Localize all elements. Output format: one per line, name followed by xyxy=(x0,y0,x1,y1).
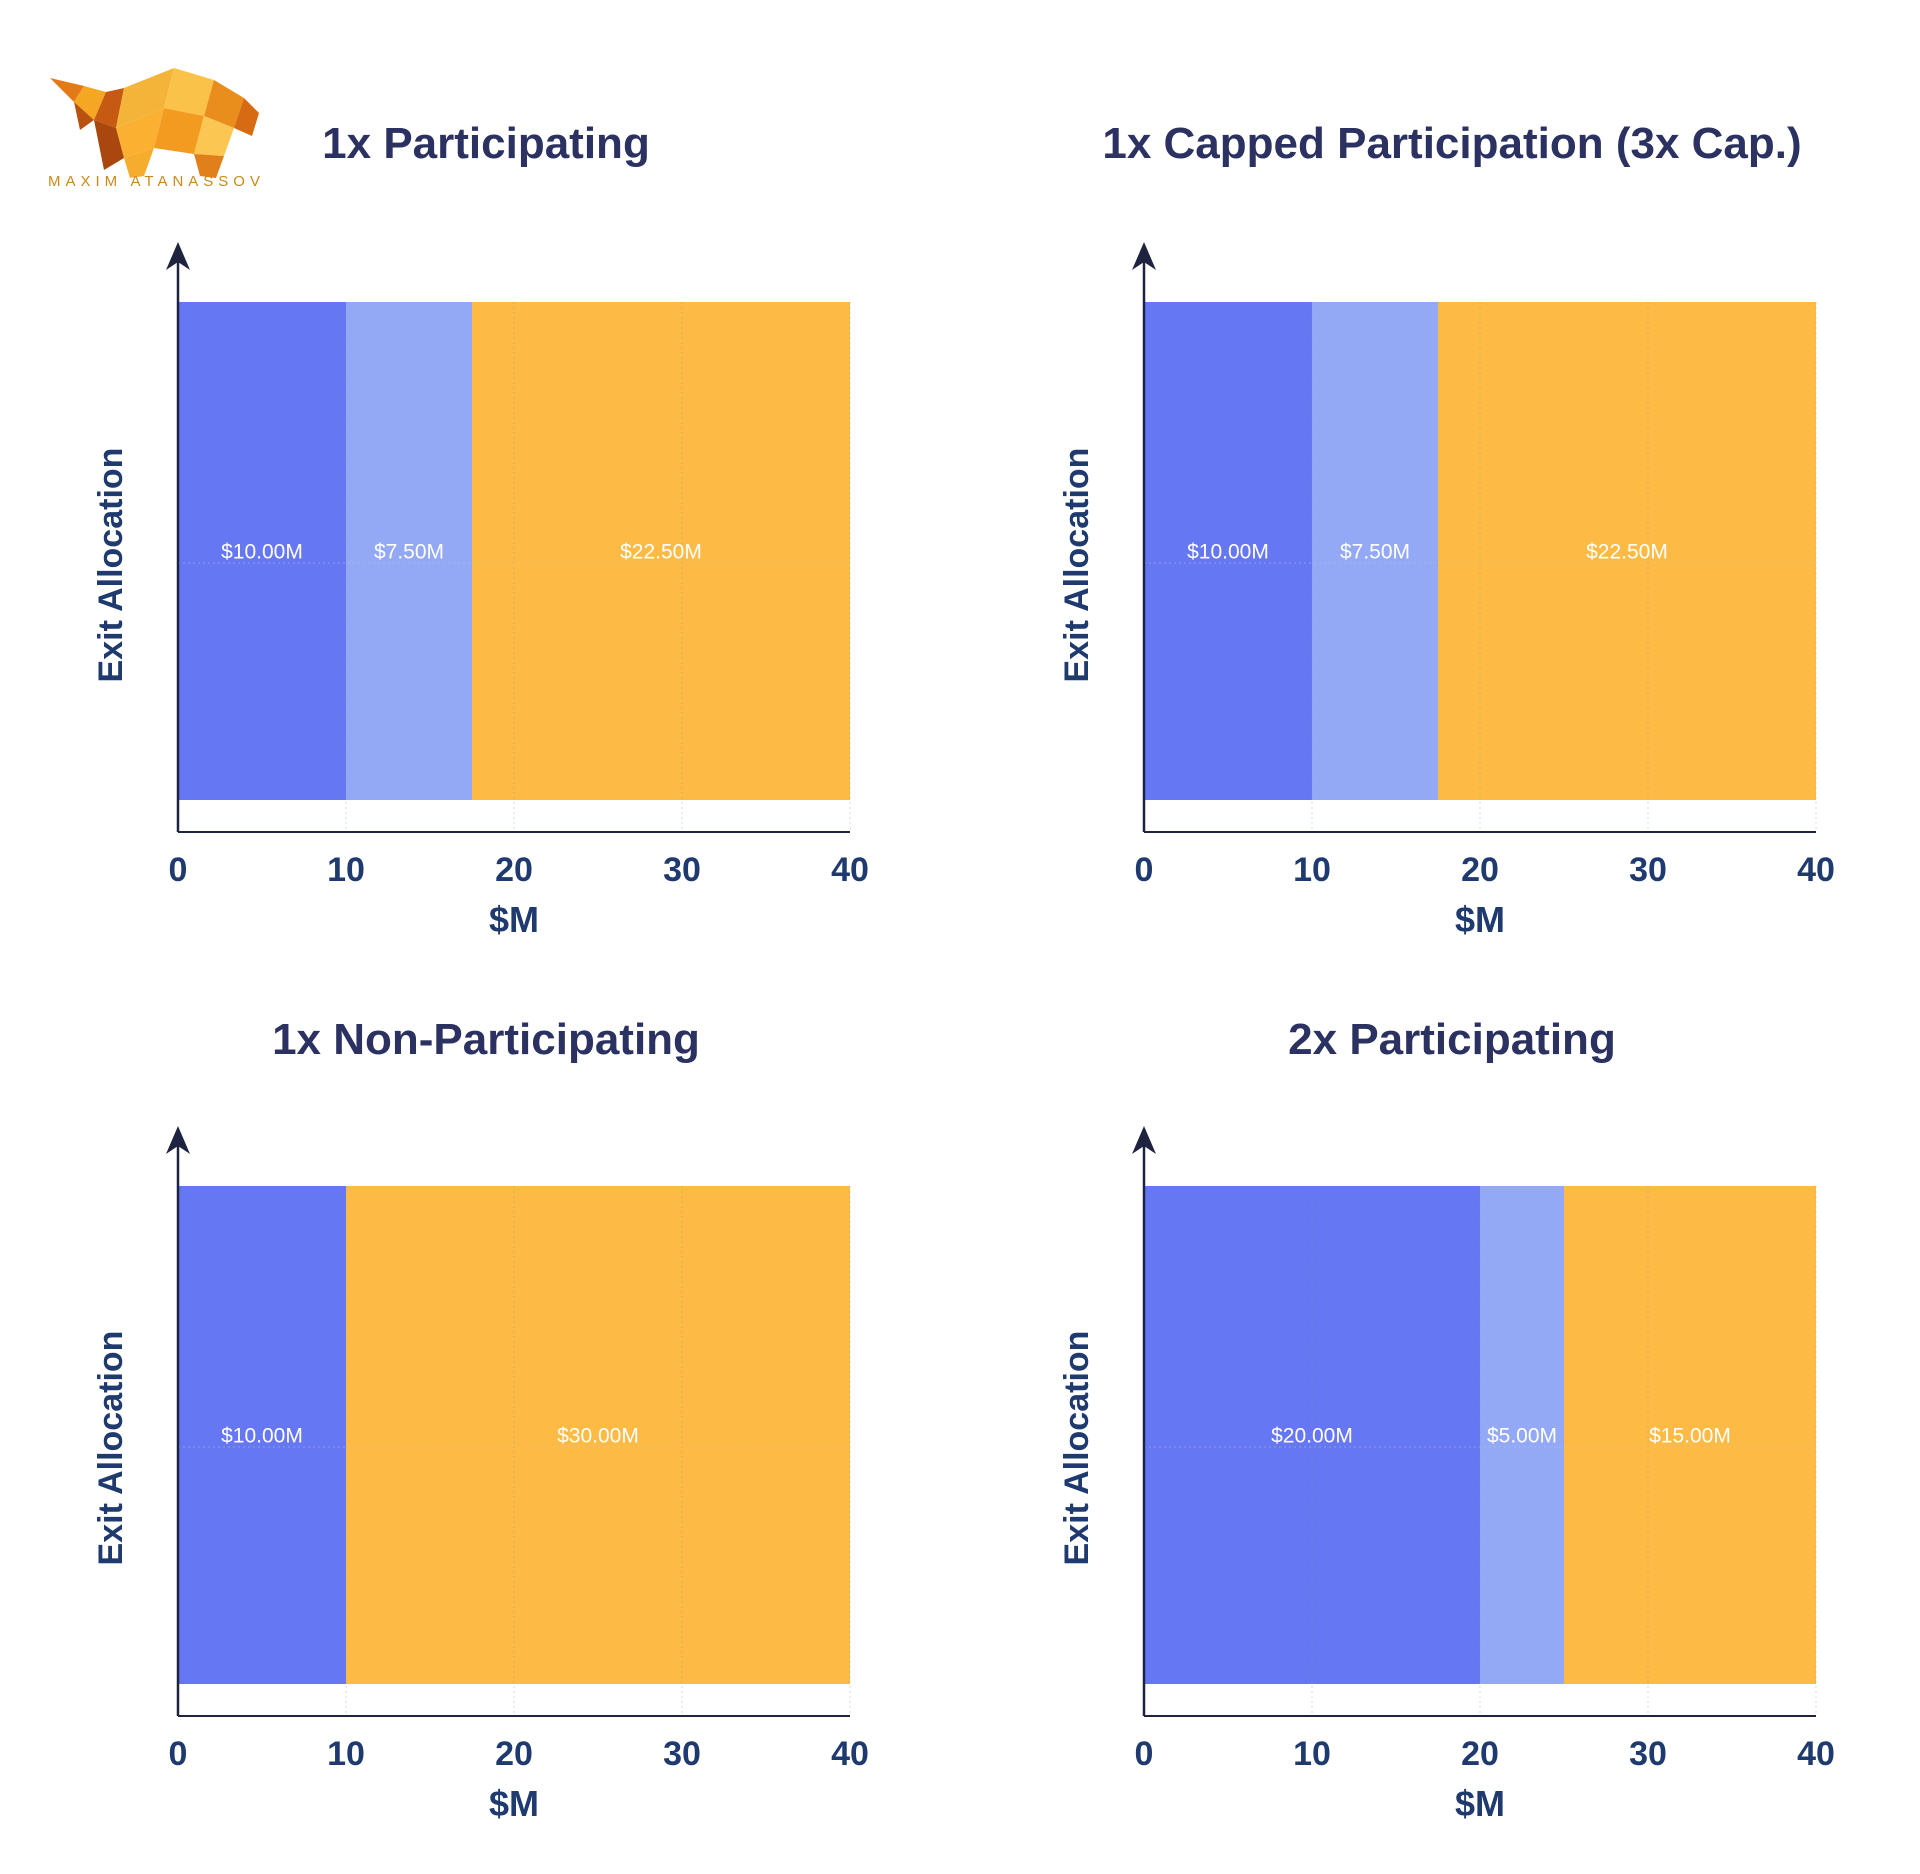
y-axis-arrow-icon xyxy=(1132,1126,1156,1154)
x-tick-label: 10 xyxy=(327,1735,365,1773)
brand-logo: MAXIM ATANASSOV xyxy=(48,68,265,190)
data-label: $10.00M xyxy=(1187,541,1269,564)
x-tick-label: 20 xyxy=(1461,1735,1499,1773)
bar-segment xyxy=(1438,302,1816,800)
chart-panel-2: 1x Capped Participation (3x Cap.) $10.00M… xyxy=(1058,119,1835,940)
x-tick-label: 10 xyxy=(1293,851,1331,889)
logo-text: MAXIM ATANASSOV xyxy=(48,173,265,190)
bar-segment xyxy=(472,302,850,800)
y-axis-label: Exit Allocation xyxy=(1058,448,1096,683)
data-label: $30.00M xyxy=(557,1425,639,1448)
bar-segment xyxy=(1480,1186,1564,1684)
x-axis-label: $M xyxy=(1455,899,1505,940)
x-tick-label: 40 xyxy=(1797,851,1835,889)
data-label: $22.50M xyxy=(1586,541,1668,564)
x-tick-label: 40 xyxy=(1797,1735,1835,1773)
data-label: $7.50M xyxy=(374,541,444,564)
chart-title: 1x Participating xyxy=(322,119,650,168)
data-label: $15.00M xyxy=(1649,1425,1731,1448)
x-axis-label: $M xyxy=(489,1783,539,1824)
x-tick-label: 40 xyxy=(831,1735,869,1773)
x-tick-label: 20 xyxy=(1461,851,1499,889)
chart-title: 1x Capped Participation (3x Cap.) xyxy=(1102,119,1801,168)
chart-panel-1: 1x Participating $10.00M $7.50M $22.50M 0 10 2… xyxy=(92,119,869,940)
y-axis-arrow-icon xyxy=(166,1126,190,1154)
data-label: $10.00M xyxy=(221,1425,303,1448)
x-tick-label: 10 xyxy=(1293,1735,1331,1773)
x-tick-label: 30 xyxy=(663,1735,701,1773)
x-tick-label: 30 xyxy=(1629,1735,1667,1773)
bull-icon xyxy=(50,68,259,178)
x-tick-label: 20 xyxy=(495,1735,533,1773)
chart-title: 2x Participating xyxy=(1288,1015,1616,1064)
x-tick-label: 30 xyxy=(1629,851,1667,889)
x-tick-label: 20 xyxy=(495,851,533,889)
y-axis-label: Exit Allocation xyxy=(92,448,130,683)
bar-segment xyxy=(1564,1186,1816,1684)
y-axis-label: Exit Allocation xyxy=(1058,1331,1096,1566)
x-tick-label: 30 xyxy=(663,851,701,889)
bar-segment xyxy=(1144,1186,1480,1684)
bar-segment xyxy=(178,1186,346,1684)
x-tick-label: 0 xyxy=(169,851,188,889)
bar-segment xyxy=(346,1186,850,1684)
x-tick-label: 0 xyxy=(169,1735,188,1773)
data-label: $5.00M xyxy=(1487,1425,1557,1448)
y-axis-arrow-icon xyxy=(1132,242,1156,270)
y-axis-label: Exit Allocation xyxy=(92,1331,130,1566)
x-tick-label: 0 xyxy=(1135,851,1154,889)
x-axis-label: $M xyxy=(489,899,539,940)
y-axis-arrow-icon xyxy=(166,242,190,270)
chart-panel-3: 1x Non-Participating $10.00M $30.00M 0 10 20 3… xyxy=(92,1015,869,1824)
chart-panel-4: 2x Participating $20.00M $5.00M $15.00M 0 10 2… xyxy=(1058,1015,1835,1824)
x-axis-label: $M xyxy=(1455,1783,1505,1824)
data-label: $20.00M xyxy=(1271,1425,1353,1448)
bar-segment xyxy=(346,302,472,800)
chart-title: 1x Non-Participating xyxy=(272,1015,700,1064)
x-tick-label: 10 xyxy=(327,851,365,889)
bar-segment xyxy=(1144,302,1312,800)
data-label: $10.00M xyxy=(221,541,303,564)
x-tick-label: 0 xyxy=(1135,1735,1154,1773)
x-tick-label: 40 xyxy=(831,851,869,889)
bar-segment xyxy=(178,302,346,800)
bar-segment xyxy=(1312,302,1438,800)
data-label: $22.50M xyxy=(620,541,702,564)
data-label: $7.50M xyxy=(1340,541,1410,564)
